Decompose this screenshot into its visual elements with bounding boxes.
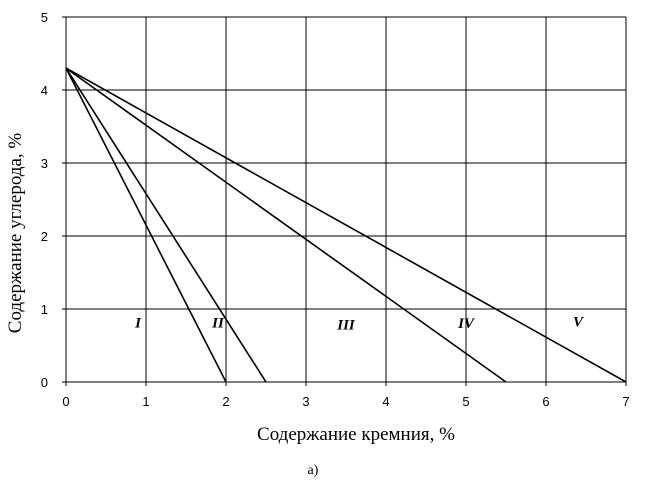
y-axis-title: Содержание углерода, %: [5, 133, 26, 334]
x-tick-labels: 0 1 2 3 4 5 6 7: [62, 394, 629, 409]
x-tick-label-0: 0: [62, 394, 69, 409]
figure-caption: а): [308, 463, 319, 478]
y-tick-label-4: 4: [41, 83, 48, 98]
x-tick-label-3: 3: [302, 394, 309, 409]
x-axis-title: Содержание кремния, %: [257, 424, 455, 445]
x-tick-label-6: 6: [542, 394, 549, 409]
x-tick-label-5: 5: [462, 394, 469, 409]
x-tick-label-7: 7: [622, 394, 629, 409]
series-line-1: [65, 67, 227, 383]
region-label-2: II: [211, 315, 225, 331]
y-tick-label-1: 1: [41, 302, 48, 317]
x-tick-label-2: 2: [222, 394, 229, 409]
x-tick-label-4: 4: [382, 394, 389, 409]
region-label-4: IV: [457, 316, 476, 332]
grid: [62, 16, 627, 386]
region-label-5: V: [573, 315, 585, 331]
series-lines: [65, 67, 627, 383]
series-line-4: [65, 67, 627, 383]
y-tick-label-5: 5: [41, 10, 48, 25]
x-tick-label-1: 1: [142, 394, 149, 409]
region-label-1: I: [134, 315, 142, 331]
series-line-3: [65, 67, 507, 383]
region-label-3: III: [336, 317, 356, 333]
y-tick-labels: 0 1 2 3 4 5: [41, 10, 48, 390]
series-line-2: [65, 67, 267, 383]
y-tick-label-2: 2: [41, 229, 48, 244]
y-tick-label-0: 0: [41, 375, 48, 390]
region-labels: I II III IV V: [134, 315, 585, 334]
y-tick-label-3: 3: [41, 156, 48, 171]
